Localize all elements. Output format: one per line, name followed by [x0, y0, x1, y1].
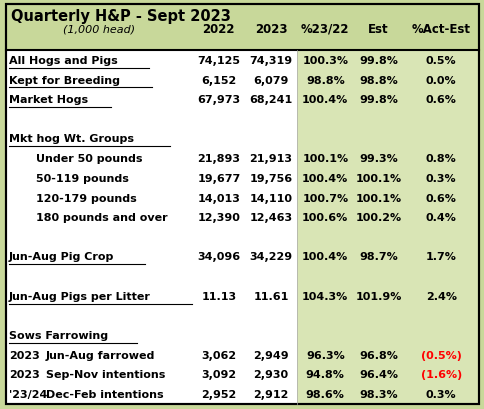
Text: 19,677: 19,677 [197, 173, 240, 183]
Text: 2,952: 2,952 [201, 389, 236, 399]
Text: 6,079: 6,079 [253, 75, 288, 85]
Bar [6, 51, 296, 404]
Text: 100.7%: 100.7% [302, 193, 348, 203]
Text: 100.1%: 100.1% [302, 154, 348, 164]
Text: 12,463: 12,463 [249, 213, 292, 222]
Text: Mkt hog Wt. Groups: Mkt hog Wt. Groups [9, 134, 134, 144]
Text: 96.4%: 96.4% [358, 370, 397, 380]
Text: Quarterly H&P - Sept 2023: Quarterly H&P - Sept 2023 [11, 9, 230, 24]
Text: 2,949: 2,949 [253, 350, 288, 360]
Text: 21,893: 21,893 [197, 154, 240, 164]
Text: 98.8%: 98.8% [305, 75, 344, 85]
Text: 14,110: 14,110 [249, 193, 292, 203]
Text: 98.8%: 98.8% [358, 75, 397, 85]
Text: 180 pounds and over: 180 pounds and over [36, 213, 167, 222]
Text: 11.61: 11.61 [253, 291, 288, 301]
Text: All Hogs and Pigs: All Hogs and Pigs [9, 56, 118, 66]
Text: 104.3%: 104.3% [302, 291, 348, 301]
Text: 2023: 2023 [9, 350, 40, 360]
Text: 67,973: 67,973 [197, 95, 240, 105]
Text: 101.9%: 101.9% [355, 291, 401, 301]
Text: 99.8%: 99.8% [358, 56, 397, 66]
Text: 3,062: 3,062 [201, 350, 236, 360]
Text: (1,000 head): (1,000 head) [63, 25, 135, 35]
Text: 100.1%: 100.1% [355, 193, 401, 203]
Bar [296, 51, 478, 404]
Text: 2023: 2023 [254, 23, 287, 36]
Text: 74,319: 74,319 [249, 56, 292, 66]
Text: 99.8%: 99.8% [358, 95, 397, 105]
Text: Jun-Aug farrowed: Jun-Aug farrowed [46, 350, 155, 360]
Text: 2,912: 2,912 [253, 389, 288, 399]
Text: 98.6%: 98.6% [305, 389, 344, 399]
Text: %Act-Est: %Act-Est [411, 23, 469, 36]
Text: 21,913: 21,913 [249, 154, 292, 164]
Text: Jun-Aug Pig Crop: Jun-Aug Pig Crop [9, 252, 114, 262]
Text: 34,096: 34,096 [197, 252, 240, 262]
Text: 100.6%: 100.6% [302, 213, 348, 222]
Text: 99.3%: 99.3% [358, 154, 397, 164]
Text: Sep-Nov intentions: Sep-Nov intentions [46, 370, 165, 380]
Text: 0.6%: 0.6% [425, 193, 455, 203]
Text: 0.5%: 0.5% [425, 56, 455, 66]
Text: 0.6%: 0.6% [425, 95, 455, 105]
Text: 98.7%: 98.7% [358, 252, 397, 262]
Text: 2,930: 2,930 [253, 370, 288, 380]
Text: 2023: 2023 [9, 370, 40, 380]
Text: Kept for Breeding: Kept for Breeding [9, 75, 120, 85]
Text: Under 50 pounds: Under 50 pounds [36, 154, 142, 164]
Text: (1.6%): (1.6%) [420, 370, 461, 380]
Text: 12,390: 12,390 [197, 213, 240, 222]
Text: 11.13: 11.13 [201, 291, 236, 301]
Text: 0.4%: 0.4% [425, 213, 455, 222]
Text: 14,013: 14,013 [197, 193, 240, 203]
Text: Dec-Feb intentions: Dec-Feb intentions [46, 389, 163, 399]
Text: 50-119 pounds: 50-119 pounds [36, 173, 129, 183]
Text: 3,092: 3,092 [201, 370, 236, 380]
Text: Market Hogs: Market Hogs [9, 95, 88, 105]
Text: 68,241: 68,241 [249, 95, 292, 105]
Text: 100.3%: 100.3% [302, 56, 348, 66]
Text: 0.3%: 0.3% [425, 389, 455, 399]
Text: %23/22: %23/22 [301, 23, 349, 36]
Text: 2.4%: 2.4% [425, 291, 456, 301]
Text: 120-179 pounds: 120-179 pounds [36, 193, 136, 203]
Text: 96.8%: 96.8% [358, 350, 397, 360]
Text: Sows Farrowing: Sows Farrowing [9, 330, 108, 340]
Text: 100.4%: 100.4% [302, 95, 348, 105]
Text: 0.0%: 0.0% [425, 75, 455, 85]
Text: 2022: 2022 [202, 23, 235, 36]
Text: 34,229: 34,229 [249, 252, 292, 262]
Text: 6,152: 6,152 [201, 75, 236, 85]
Text: 100.4%: 100.4% [302, 173, 348, 183]
Text: Jun-Aug Pigs per Litter: Jun-Aug Pigs per Litter [9, 291, 151, 301]
Text: Est: Est [367, 23, 388, 36]
Text: 100.2%: 100.2% [355, 213, 401, 222]
Text: 0.3%: 0.3% [425, 173, 455, 183]
Text: 74,125: 74,125 [197, 56, 240, 66]
Text: 100.4%: 100.4% [302, 252, 348, 262]
Text: 94.8%: 94.8% [305, 370, 344, 380]
Text: 1.7%: 1.7% [425, 252, 455, 262]
Text: (0.5%): (0.5%) [420, 350, 461, 360]
Text: '23/24: '23/24 [9, 389, 47, 399]
Text: 19,756: 19,756 [249, 173, 292, 183]
Text: 96.3%: 96.3% [305, 350, 344, 360]
Text: 0.8%: 0.8% [425, 154, 455, 164]
Text: 100.1%: 100.1% [355, 173, 401, 183]
Text: 98.3%: 98.3% [359, 389, 397, 399]
